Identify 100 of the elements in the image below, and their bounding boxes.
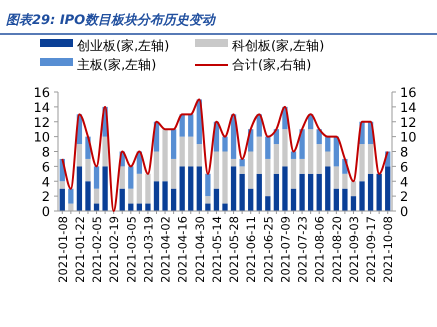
bar (205, 196, 211, 204)
bar (120, 166, 125, 189)
y-tick-label: 4 (42, 175, 50, 190)
x-tick-label: 2021-04-30 (192, 216, 207, 283)
y2-tick-label: 0 (400, 205, 408, 220)
bar (196, 144, 202, 166)
legend-label: 主板(家,左轴) (77, 57, 156, 73)
bar (282, 129, 288, 166)
bar (299, 158, 305, 174)
y-tick-label: 16 (33, 86, 50, 101)
bar (359, 181, 365, 211)
legend-label: 科创板(家,左轴) (232, 38, 324, 54)
bar (214, 188, 220, 211)
bar (60, 181, 65, 189)
bar (256, 174, 262, 211)
y-tick-label: 12 (33, 116, 50, 131)
bar (128, 188, 134, 204)
bar (350, 196, 356, 211)
bar (230, 158, 236, 166)
x-tick-label: 2021-03-19 (141, 216, 156, 283)
x-tick-label: 2021-05-14 (210, 216, 224, 283)
bar (154, 181, 160, 211)
bar (196, 166, 202, 211)
x-tick-label: 2021-03-05 (124, 216, 138, 283)
bar (265, 136, 270, 159)
bar (222, 136, 228, 152)
x-tick-label: 2021-04-16 (176, 216, 190, 283)
bar (128, 166, 134, 189)
bar (290, 152, 296, 159)
bar (68, 188, 74, 204)
y2-tick-label: 6 (400, 160, 408, 176)
bar (85, 181, 91, 211)
x-tick-label: 2021-05-28 (227, 216, 242, 283)
bar (102, 166, 108, 211)
bar (265, 196, 270, 211)
bar (342, 174, 348, 189)
bar (359, 144, 365, 182)
x-tick-label: 2021-02-19 (107, 216, 122, 283)
x-tick-label: 2021-01-22 (72, 216, 87, 283)
bar (162, 181, 168, 211)
bar (180, 114, 185, 137)
bar (299, 174, 305, 211)
bar (154, 152, 160, 182)
y-tick-label: 6 (42, 160, 50, 176)
bar (188, 114, 194, 137)
bar (316, 174, 322, 211)
x-tick-label: 2021-01-08 (56, 216, 70, 283)
x-tick-label: 2021-06-25 (261, 216, 276, 283)
y-tick-label: 14 (33, 100, 50, 116)
bar (368, 174, 374, 211)
bar (274, 174, 280, 211)
y2-tick-label: 16 (400, 86, 417, 101)
bar (256, 136, 262, 174)
bar (145, 174, 151, 204)
bar (342, 188, 348, 211)
bar (308, 129, 314, 174)
bar (376, 174, 382, 211)
bar (188, 166, 194, 211)
bar (222, 152, 228, 204)
x-tick-label: 2021-04-02 (158, 216, 173, 283)
bar (170, 129, 176, 159)
bar (239, 158, 245, 166)
bar (325, 136, 330, 152)
bar (248, 152, 254, 189)
x-tick-label: 2021-07-23 (296, 216, 310, 283)
y-tick-label: 2 (42, 190, 50, 206)
x-tick-label: 2021-06-11 (244, 216, 258, 283)
bar (214, 152, 220, 189)
bar (385, 166, 390, 211)
y-tick-label: 0 (42, 205, 50, 220)
bar (325, 166, 330, 211)
bar (94, 166, 100, 189)
bar (265, 158, 270, 196)
bar (188, 136, 194, 166)
bar (76, 166, 82, 211)
bar (274, 144, 280, 174)
bar (308, 174, 314, 211)
bar (180, 136, 185, 166)
bar (290, 188, 296, 211)
bar (205, 204, 211, 211)
y2-tick-label: 10 (400, 130, 417, 146)
bar (68, 204, 74, 211)
bar (180, 166, 185, 211)
bar (350, 181, 356, 196)
bar (60, 188, 65, 211)
y-tick-label: 8 (42, 146, 50, 160)
x-tick-label: 2021-02-05 (90, 216, 104, 283)
bar (170, 158, 176, 189)
bar (239, 174, 245, 211)
bar (120, 188, 125, 211)
bar (239, 166, 245, 174)
y-tick-label: 10 (33, 130, 50, 146)
bar (230, 166, 236, 211)
bar (334, 166, 339, 189)
bar (316, 144, 322, 174)
bar (248, 188, 254, 211)
x-tick-label: 2021-08-06 (312, 216, 327, 283)
bar (94, 188, 100, 204)
bar (205, 174, 211, 196)
bar (290, 158, 296, 189)
